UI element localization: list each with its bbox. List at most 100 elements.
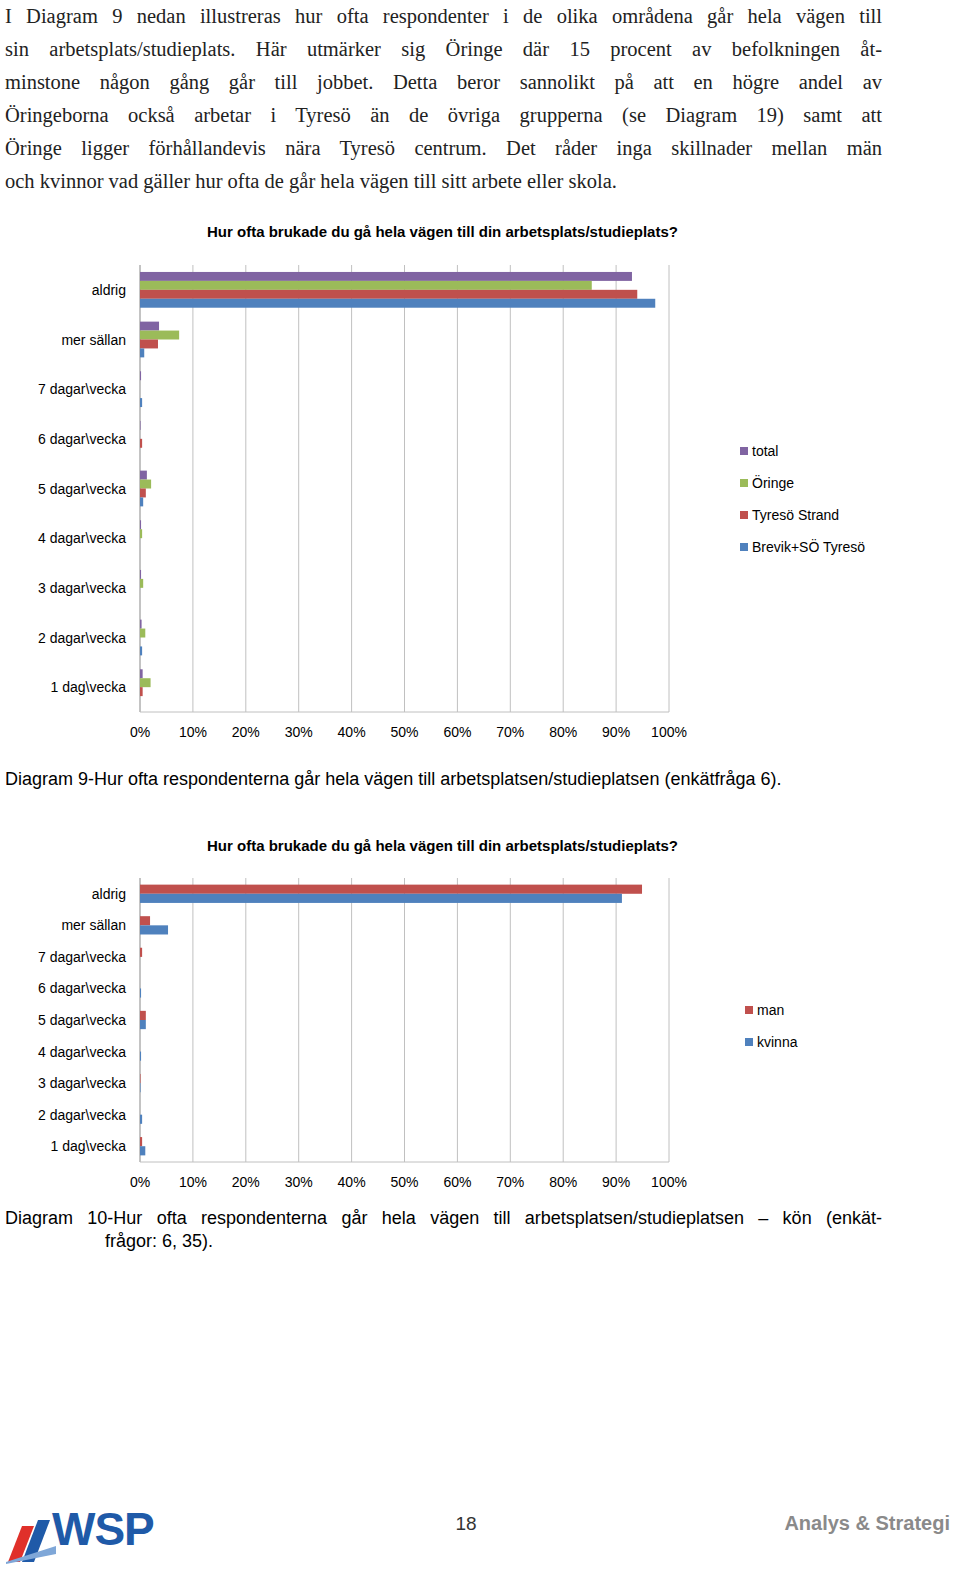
grid-line xyxy=(192,265,193,712)
category-label: 7 dagar\vecka xyxy=(38,949,126,965)
logo: WSP xyxy=(52,1502,154,1556)
bar xyxy=(140,988,141,997)
tick-label: 0% xyxy=(130,1174,150,1190)
paragraph-line: I Diagram 9 nedan illustreras hur ofta r… xyxy=(5,0,882,33)
bar xyxy=(140,290,637,299)
tick-label: 80% xyxy=(549,1174,577,1190)
bar xyxy=(140,299,655,308)
bar xyxy=(140,948,142,957)
tick-label: 20% xyxy=(232,1174,260,1190)
bar xyxy=(140,885,642,894)
bar xyxy=(140,547,141,556)
legend-swatch xyxy=(740,543,748,551)
bar xyxy=(140,340,158,349)
bar xyxy=(140,1042,141,1051)
bars xyxy=(140,885,642,1156)
legend-label: total xyxy=(752,443,778,459)
bar xyxy=(140,480,151,489)
legend-swatch xyxy=(745,1006,753,1014)
paragraph-line: Öringe ligger förhållandevis nära Tyresö… xyxy=(5,132,882,165)
grid-line xyxy=(298,878,299,1162)
chart: Hur ofta brukade du gå hela vägen till d… xyxy=(38,837,798,1190)
grid-line xyxy=(457,878,458,1162)
bar xyxy=(140,620,142,629)
legend-label: kvinna xyxy=(757,1034,798,1050)
grid-line xyxy=(298,265,299,712)
category-label: 1 dag\vecka xyxy=(51,679,127,695)
bar xyxy=(140,471,147,480)
paragraph-line: minstone någon gång går till jobbet. Det… xyxy=(5,66,882,99)
bar xyxy=(140,646,142,655)
bar xyxy=(140,1083,141,1092)
grid-line xyxy=(457,265,458,712)
grid-line xyxy=(351,878,352,1162)
category-label: 4 dagar\vecka xyxy=(38,1044,126,1060)
bar xyxy=(140,331,179,340)
legend-label: man xyxy=(757,1002,784,1018)
bar xyxy=(140,957,141,966)
bar xyxy=(140,448,141,457)
bar xyxy=(140,1074,141,1083)
legend-swatch xyxy=(740,511,748,519)
bar xyxy=(140,579,143,588)
tick-label: 40% xyxy=(338,724,366,740)
grid-line xyxy=(669,878,670,1162)
bar xyxy=(140,696,141,705)
bar xyxy=(140,348,144,357)
bar xyxy=(140,281,592,290)
bar xyxy=(140,1146,145,1155)
grid-line xyxy=(351,265,352,712)
bar xyxy=(140,894,622,903)
x-axis-line xyxy=(140,1162,669,1163)
bar xyxy=(140,322,159,331)
legend-label: Öringe xyxy=(752,474,794,491)
page-number: 18 xyxy=(440,1513,492,1535)
tick-label: 100% xyxy=(651,1174,687,1190)
chart-title: Hur ofta brukade du gå hela vägen till d… xyxy=(207,223,678,240)
bar xyxy=(140,1052,141,1061)
bar xyxy=(140,638,141,647)
grid-line xyxy=(616,265,617,712)
bar xyxy=(140,916,150,925)
category-label: 3 dagar\vecka xyxy=(38,1075,126,1091)
bar xyxy=(140,979,141,988)
category-label: 6 dagar\vecka xyxy=(38,431,126,447)
bar xyxy=(140,538,141,547)
bar xyxy=(140,272,632,281)
bar xyxy=(140,380,141,389)
bar xyxy=(140,570,141,579)
tick-label: 20% xyxy=(232,724,260,740)
bars xyxy=(140,272,655,696)
paragraph-line: sin arbetsplats/studieplats. Här utmärke… xyxy=(5,33,882,66)
category-label: 4 dagar\vecka xyxy=(38,530,126,546)
tick-label: 100% xyxy=(651,724,687,740)
page: I Diagram 9 nedan illustreras hur ofta r… xyxy=(0,0,960,1581)
bar xyxy=(140,1106,141,1115)
bar xyxy=(140,430,141,439)
tick-label: 10% xyxy=(179,1174,207,1190)
bar xyxy=(140,629,145,638)
paragraph-line: och kvinnor vad gäller hur ofta de går h… xyxy=(5,165,882,198)
tick-label: 30% xyxy=(285,1174,313,1190)
tick-label: 50% xyxy=(390,1174,418,1190)
bar xyxy=(140,520,141,529)
category-label: 5 dagar\vecka xyxy=(38,1012,126,1028)
tick-label: 50% xyxy=(390,724,418,740)
tick-label: 60% xyxy=(443,1174,471,1190)
chart: Hur ofta brukade du gå hela vägen till d… xyxy=(38,223,865,740)
tick-label: 80% xyxy=(549,724,577,740)
bar xyxy=(140,421,141,430)
grid-line xyxy=(616,878,617,1162)
legend-label: Tyresö Strand xyxy=(752,507,839,523)
tick-label: 40% xyxy=(338,1174,366,1190)
tick-label: 10% xyxy=(179,724,207,740)
tick-label: 30% xyxy=(285,724,313,740)
category-label: 1 dag\vecka xyxy=(51,1138,127,1154)
bar xyxy=(140,669,143,678)
bar xyxy=(140,687,143,696)
bar xyxy=(140,529,142,538)
caption-line: Diagram 10-Hur ofta respondenterna går h… xyxy=(5,1207,882,1230)
caption: Diagram 9-Hur ofta respondenterna går he… xyxy=(5,768,882,791)
grid-line xyxy=(563,878,564,1162)
tick-label: 90% xyxy=(602,1174,630,1190)
